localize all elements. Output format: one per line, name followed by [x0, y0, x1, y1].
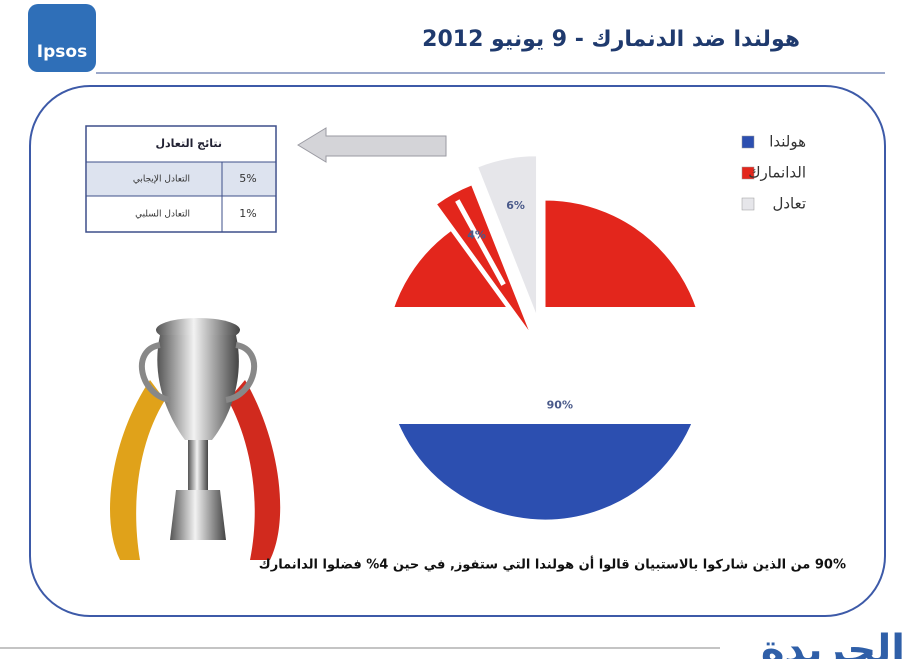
pie-chart: 90% 4% 6% هولندا الدانمارك تعادل [384, 133, 806, 521]
pie-slice [384, 199, 706, 521]
brand: الجريدة [761, 627, 905, 659]
table-cell: 5% [239, 172, 256, 185]
legend-swatch [741, 197, 755, 211]
table-cell: 1% [239, 207, 256, 220]
logo-box [28, 4, 96, 72]
flag-cross [455, 199, 506, 286]
trophy [110, 318, 281, 560]
table-cell: التعادل السلبي [135, 210, 190, 220]
frame [29, 85, 886, 617]
legend-label: تعادل [772, 195, 806, 213]
arrow [297, 127, 447, 163]
legend-swatch [741, 166, 755, 180]
data-label: 90% [547, 399, 573, 412]
table-title: نتائج التعادل [155, 137, 222, 150]
pie-slice [477, 155, 538, 316]
results-table: نتائج التعادل التعادل الإيجابي 5% التعاد… [85, 125, 277, 233]
legend-swatch [741, 135, 755, 149]
pie-slice [435, 184, 532, 335]
data-label: 4% [467, 229, 486, 242]
legend-label: هولندا [769, 133, 806, 151]
data-label: 6% [506, 199, 525, 212]
chart-title: هولندا ضد الدنمارك - 9 يونيو 2012 [422, 27, 800, 52]
footnote: 90% من الذين شاركوا بالاستبيان قالوا أن … [259, 556, 846, 573]
logo: Ipsos [37, 42, 87, 62]
legend-label: الدانمارك [748, 164, 806, 182]
table-cell: التعادل الإيجابي [133, 175, 190, 185]
